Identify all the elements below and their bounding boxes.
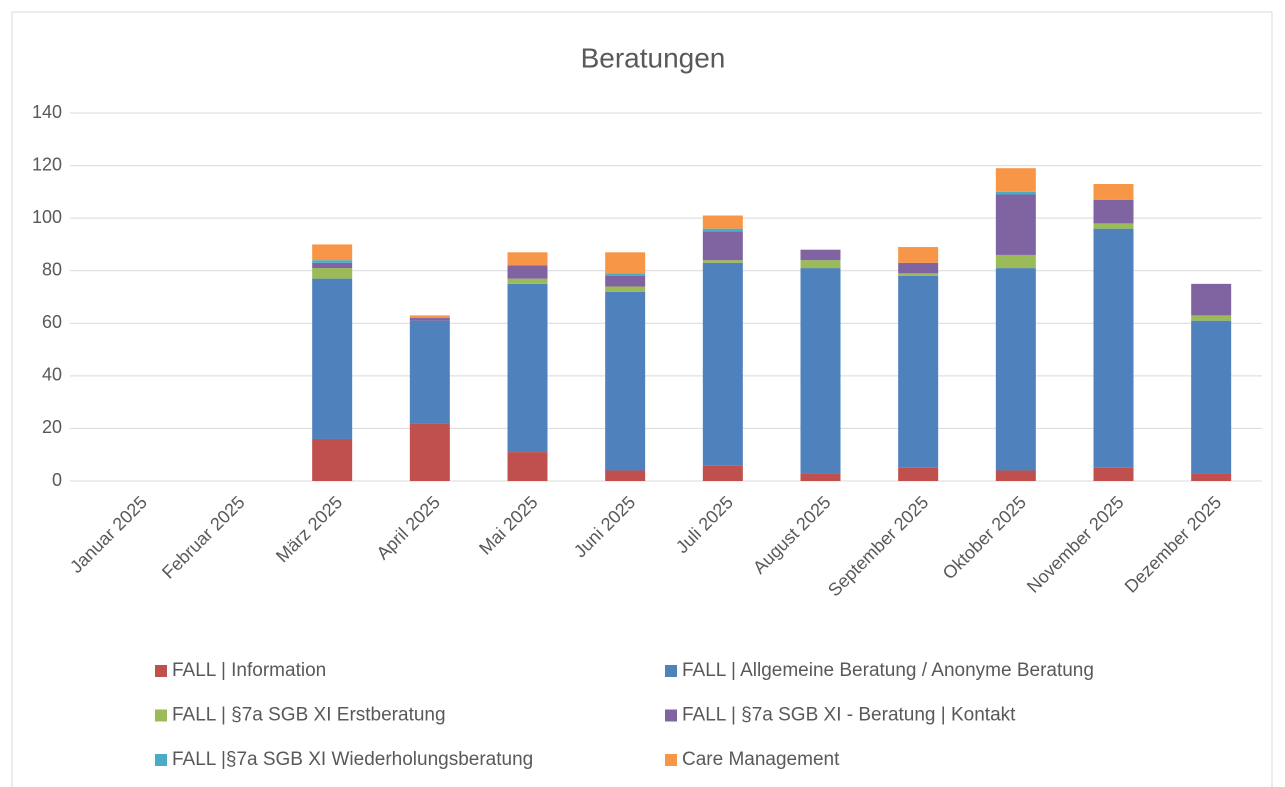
bar-segment — [702, 262, 743, 466]
bar-segment — [409, 320, 450, 424]
bar-segment — [1191, 315, 1232, 321]
bar-segment — [898, 273, 939, 276]
bar-segment — [898, 262, 939, 274]
bar-segment — [409, 315, 450, 319]
bar-segment — [1191, 283, 1232, 316]
bar-segment — [312, 260, 353, 263]
bar-segment — [312, 262, 353, 269]
legend-label: FALL | §7a SGB XI - Beratung | Kontakt — [682, 705, 1016, 726]
legend-label: FALL |§7a SGB XI Wiederholungsberatung — [172, 749, 533, 770]
bar-segment — [702, 260, 743, 263]
bar-segment — [605, 275, 646, 287]
bar-segment — [898, 275, 939, 468]
legend-label: FALL | §7a SGB XI Erstberatung — [172, 705, 446, 726]
legend-swatch — [155, 754, 167, 766]
bar-segment — [702, 465, 743, 481]
bar-segment — [605, 252, 646, 274]
legend-swatch — [155, 709, 167, 722]
y-tick-label: 60 — [42, 312, 62, 332]
bar-segment — [312, 268, 353, 279]
bar-segment — [1093, 199, 1134, 224]
bar-segment — [312, 438, 353, 481]
legend-label: Care Management — [682, 749, 840, 770]
legend-swatch — [665, 754, 677, 766]
bar-segment — [995, 268, 1036, 471]
bar-segment — [1093, 223, 1134, 229]
bar-segment — [507, 278, 548, 284]
bar-segment — [898, 247, 939, 263]
y-tick-label: 40 — [42, 365, 62, 385]
bar-segment — [800, 268, 841, 474]
bar-segment — [995, 470, 1036, 481]
bar-segment — [702, 231, 743, 261]
bar-segment — [605, 470, 646, 481]
bar-segment — [507, 265, 548, 279]
bar-segment — [312, 278, 353, 439]
bar-segment — [800, 473, 841, 481]
bar-segment — [1191, 473, 1232, 481]
bar-segment — [1093, 467, 1134, 481]
y-tick-label: 100 — [32, 207, 62, 227]
bar-segment — [1191, 320, 1232, 474]
bar-segment — [507, 252, 548, 266]
bar-segment — [995, 254, 1036, 269]
legend-swatch — [155, 665, 167, 677]
bar-segment — [800, 260, 841, 269]
bar-segment — [1093, 183, 1134, 200]
bar-segment — [312, 244, 353, 261]
bar-segment — [507, 452, 548, 481]
bar-segment — [507, 283, 548, 453]
bar-segment — [898, 467, 939, 481]
legend-swatch — [665, 709, 677, 722]
y-tick-label: 20 — [42, 417, 62, 437]
y-tick-label: 80 — [42, 259, 62, 279]
bar-segment — [995, 191, 1036, 195]
bar-segment — [605, 286, 646, 292]
bar-segment — [995, 168, 1036, 192]
legend-label: FALL | Allgemeine Beratung / Anonyme Ber… — [682, 660, 1094, 681]
bar-segment — [1093, 228, 1134, 468]
bar-segment — [605, 273, 646, 276]
bar-segment — [800, 249, 841, 261]
chart-title: Beratungen — [581, 42, 726, 73]
bar-segment — [702, 215, 743, 229]
y-tick-label: 0 — [52, 470, 62, 490]
bar-segment — [995, 194, 1036, 255]
y-tick-label: 120 — [32, 154, 62, 174]
bar-segment — [409, 423, 450, 481]
legend-label: FALL | Information — [172, 660, 326, 681]
bar-segment — [409, 318, 450, 321]
legend-swatch — [665, 665, 677, 677]
bar-segment — [702, 228, 743, 232]
bar-segment — [605, 291, 646, 471]
y-tick-label: 140 — [32, 102, 62, 122]
